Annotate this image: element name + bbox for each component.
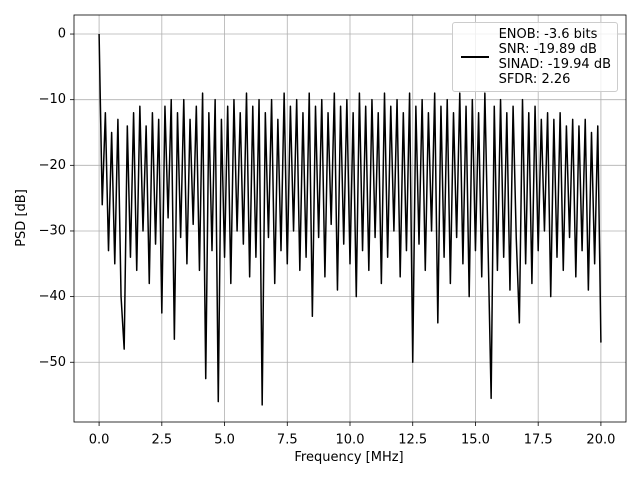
x-tick-label: 7.5 — [277, 433, 298, 448]
x-tick-label: 15.0 — [461, 433, 490, 448]
x-tick-label: 10.0 — [336, 433, 365, 448]
x-tick-label: 20.0 — [586, 433, 615, 448]
x-tick-label: 17.5 — [524, 433, 553, 448]
y-tick-label: −40 — [39, 289, 66, 304]
y-tick-label: 0 — [58, 27, 66, 42]
y-tick-label: −20 — [39, 158, 66, 173]
x-tick-label: 5.0 — [214, 433, 235, 448]
x-axis-label: Frequency [MHz] — [294, 450, 403, 465]
x-tick-label: 2.5 — [151, 433, 172, 448]
x-tick-label: 0.0 — [89, 433, 110, 448]
x-tick-label: 12.5 — [398, 433, 427, 448]
y-tick-label: −10 — [39, 92, 66, 107]
legend-swatch — [460, 56, 489, 58]
y-tick-label: −30 — [39, 223, 66, 238]
data-line — [98, 34, 602, 406]
legend: ENOB: -3.6 bits SNR: -19.89 dB SINAD: -1… — [451, 22, 618, 92]
y-tick-label: −50 — [39, 355, 66, 370]
plot-frame — [73, 14, 627, 423]
y-axis-label: PSD [dB] — [14, 189, 29, 247]
legend-label: ENOB: -3.6 bits SNR: -19.89 dB SINAD: -1… — [498, 27, 611, 87]
